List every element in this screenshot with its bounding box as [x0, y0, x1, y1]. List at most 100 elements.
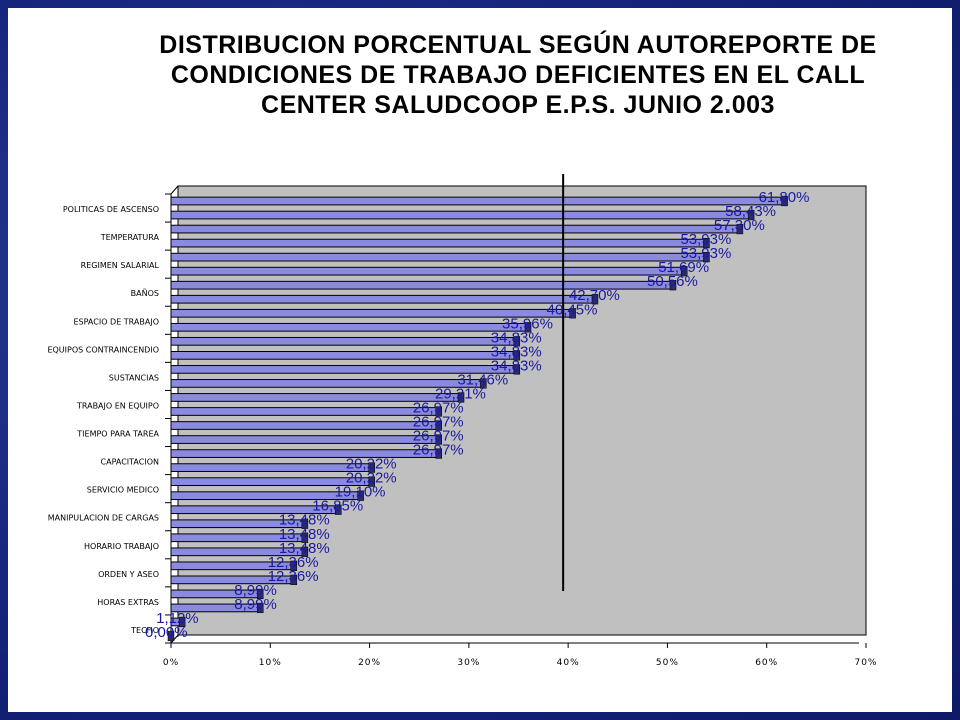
data-label: 13,48% [279, 540, 330, 557]
data-label: 12,36% [268, 554, 319, 571]
category-label: CAPACITACION [101, 458, 159, 467]
bar-end-cap [257, 602, 264, 614]
data-label: 34,83% [491, 329, 542, 346]
bar [170, 407, 440, 416]
bar-end-cap [781, 195, 788, 207]
bar-end-cap [513, 350, 521, 361]
data-label: 61,80% [759, 189, 810, 206]
bar-end-cap [457, 392, 465, 403]
bar-end-cap [257, 588, 264, 599]
chart-title-line-1: DISTRIBUCION PORCENTUAL SEGÚN AUTOREPORT… [159, 31, 877, 59]
bar [170, 336, 518, 346]
data-label: 42,70% [569, 287, 620, 304]
bar-end-cap [290, 574, 297, 585]
data-label: 53,93% [680, 231, 731, 248]
bar-end-cap [435, 434, 443, 445]
data-label: 20,22% [346, 470, 397, 487]
data-label: 13,48% [279, 526, 330, 543]
x-tick-label: 0% [163, 658, 179, 668]
bar-chart: 0% 10% 20% 30% 40% 50% 60% 70% POLITICAS DE ASCE… [47, 174, 877, 668]
data-label: 31,46% [457, 371, 508, 388]
data-label: 29,21% [435, 385, 486, 402]
x-tick-label: 30% [457, 658, 480, 668]
bar [170, 435, 440, 444]
bar [170, 294, 596, 304]
category-label: TIEMPO PARA TAREA [76, 430, 159, 439]
bar-end-cap [368, 476, 376, 487]
data-label: 34,83% [491, 343, 542, 360]
data-label: 12,36% [268, 568, 319, 585]
bar [170, 322, 529, 332]
category-label: TECHO [130, 626, 159, 635]
data-label: 1,12% [156, 610, 199, 627]
category-label: BAÑOS [131, 288, 159, 298]
bar-end-cap [569, 308, 576, 319]
category-label: HORARIO TRABAJO [84, 542, 159, 551]
data-label: 50,56% [647, 273, 698, 290]
chart-title-line-3: CENTER SALUDCOOP E.P.S. JUNIO 2.003 [261, 91, 775, 119]
x-tick-label: 20% [358, 658, 381, 668]
bar-end-cap [301, 546, 309, 557]
data-label: 40,45% [547, 301, 598, 318]
category-label: POLITICAS DE ASCENSO [63, 205, 159, 214]
x-tick-label: 70% [854, 658, 877, 668]
bar-end-cap [513, 364, 521, 375]
bar [170, 449, 440, 458]
bar-end-cap [335, 504, 342, 515]
bar-end-cap [435, 448, 443, 459]
bar [170, 463, 373, 472]
bar-end-cap [290, 560, 297, 571]
x-tick-label: 40% [557, 658, 580, 668]
bar-end-cap [703, 252, 710, 263]
data-label: 53,93% [680, 245, 731, 262]
category-label: SUSTANCIAS [109, 373, 159, 382]
category-label: EQUIPOS CONTRAINCENDIO [47, 345, 159, 354]
data-label: 0,00% [145, 624, 188, 641]
bar [170, 224, 741, 234]
category-label: TEMPERATURA [100, 233, 160, 242]
bar [170, 421, 440, 430]
bar-end-cap [435, 406, 443, 417]
x-tick-label: 10% [259, 658, 282, 668]
x-tick-label: 60% [755, 658, 778, 668]
data-label: 8,99% [234, 596, 277, 613]
bar-end-cap [480, 378, 487, 389]
bar-end-cap [703, 238, 710, 249]
data-label: 26,97% [413, 428, 464, 445]
data-label: 35,96% [502, 315, 553, 332]
category-label: ORDEN Y ASEO [98, 570, 159, 579]
data-label: 57,30% [714, 217, 765, 234]
data-label: 20,22% [346, 456, 397, 473]
bar-end-cap [178, 616, 186, 628]
bar [170, 238, 707, 248]
category-label: HORAS EXTRAS [97, 598, 159, 607]
category-label: REGIMEN SALARIAL [81, 261, 160, 270]
x-tick-label: 50% [656, 658, 679, 668]
bar-end-cap [435, 420, 443, 431]
plot-wall-edge [170, 185, 179, 195]
bar-end-cap [669, 280, 677, 291]
category-label: SERVICIO MEDICO [87, 486, 159, 495]
category-label: TRABAJO EN EQUIPO [76, 401, 159, 410]
category-label: ESPACIO DE TRABAJO [73, 317, 159, 326]
data-label: 16,85% [312, 498, 363, 515]
bar-end-cap [736, 223, 744, 235]
bar-end-cap [524, 322, 532, 333]
bar-end-cap [167, 630, 175, 642]
chart-title: DISTRIBUCION PORCENTUAL SEGÚN AUTOREPORT… [118, 30, 918, 120]
data-label: 26,97% [413, 399, 464, 416]
chart-title-line-2: CONDICIONES DE TRABAJO DEFICIENTES EN EL… [170, 61, 866, 89]
bar [170, 351, 518, 360]
bar-end-cap [591, 294, 599, 305]
bar-end-cap [680, 266, 688, 277]
data-label: 34,83% [491, 357, 542, 374]
data-label: 13,48% [279, 512, 330, 529]
data-label: 19,10% [335, 484, 386, 501]
data-label: 26,97% [413, 442, 464, 459]
bar-end-cap [368, 462, 376, 473]
category-label: MANIPULACION DE CARGAS [48, 514, 159, 523]
bar [170, 210, 752, 220]
bar-end-cap [357, 490, 364, 501]
data-label: 26,97% [413, 414, 464, 431]
bar [170, 266, 685, 276]
